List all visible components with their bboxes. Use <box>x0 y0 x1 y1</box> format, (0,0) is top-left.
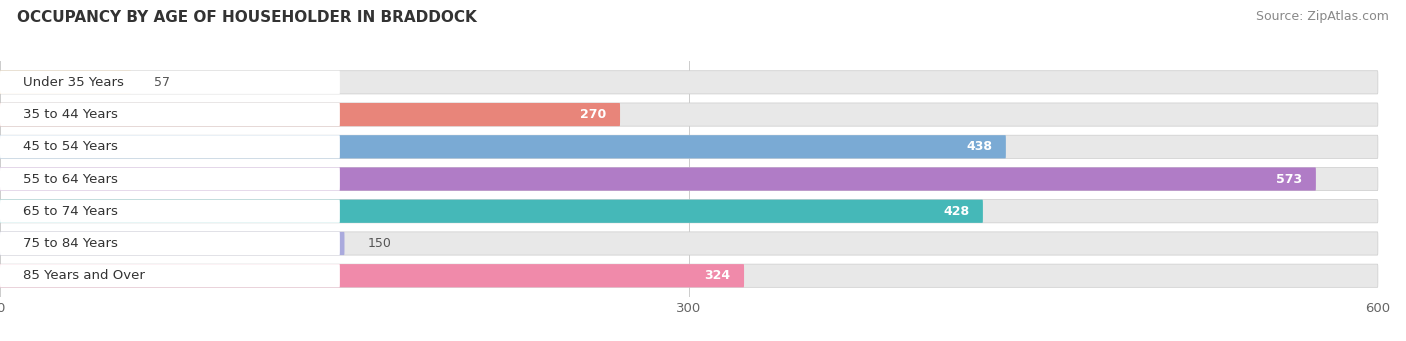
FancyBboxPatch shape <box>0 232 340 255</box>
Text: 573: 573 <box>1277 173 1302 186</box>
FancyBboxPatch shape <box>0 103 620 126</box>
FancyBboxPatch shape <box>0 71 340 94</box>
FancyBboxPatch shape <box>0 167 1316 191</box>
Text: 55 to 64 Years: 55 to 64 Years <box>22 173 118 186</box>
Text: 45 to 54 Years: 45 to 54 Years <box>22 140 118 153</box>
FancyBboxPatch shape <box>0 71 131 94</box>
Text: 65 to 74 Years: 65 to 74 Years <box>22 205 118 218</box>
Text: 428: 428 <box>943 205 969 218</box>
FancyBboxPatch shape <box>0 264 744 287</box>
FancyBboxPatch shape <box>0 167 1378 191</box>
Text: 270: 270 <box>581 108 606 121</box>
Text: Source: ZipAtlas.com: Source: ZipAtlas.com <box>1256 10 1389 23</box>
Text: Under 35 Years: Under 35 Years <box>22 76 124 89</box>
FancyBboxPatch shape <box>0 264 1378 287</box>
FancyBboxPatch shape <box>0 71 1378 94</box>
Text: 324: 324 <box>704 269 730 282</box>
Text: 35 to 44 Years: 35 to 44 Years <box>22 108 118 121</box>
FancyBboxPatch shape <box>0 199 1378 223</box>
Text: 150: 150 <box>367 237 391 250</box>
FancyBboxPatch shape <box>0 232 344 255</box>
FancyBboxPatch shape <box>0 135 340 159</box>
Text: OCCUPANCY BY AGE OF HOUSEHOLDER IN BRADDOCK: OCCUPANCY BY AGE OF HOUSEHOLDER IN BRADD… <box>17 10 477 25</box>
FancyBboxPatch shape <box>0 232 1378 255</box>
Text: 57: 57 <box>153 76 170 89</box>
FancyBboxPatch shape <box>0 135 1378 159</box>
FancyBboxPatch shape <box>0 103 340 126</box>
FancyBboxPatch shape <box>0 167 340 191</box>
FancyBboxPatch shape <box>0 199 983 223</box>
FancyBboxPatch shape <box>0 199 340 223</box>
Text: 75 to 84 Years: 75 to 84 Years <box>22 237 118 250</box>
FancyBboxPatch shape <box>0 135 1005 159</box>
FancyBboxPatch shape <box>0 103 1378 126</box>
Text: 438: 438 <box>966 140 993 153</box>
Text: 85 Years and Over: 85 Years and Over <box>22 269 145 282</box>
FancyBboxPatch shape <box>0 264 340 287</box>
